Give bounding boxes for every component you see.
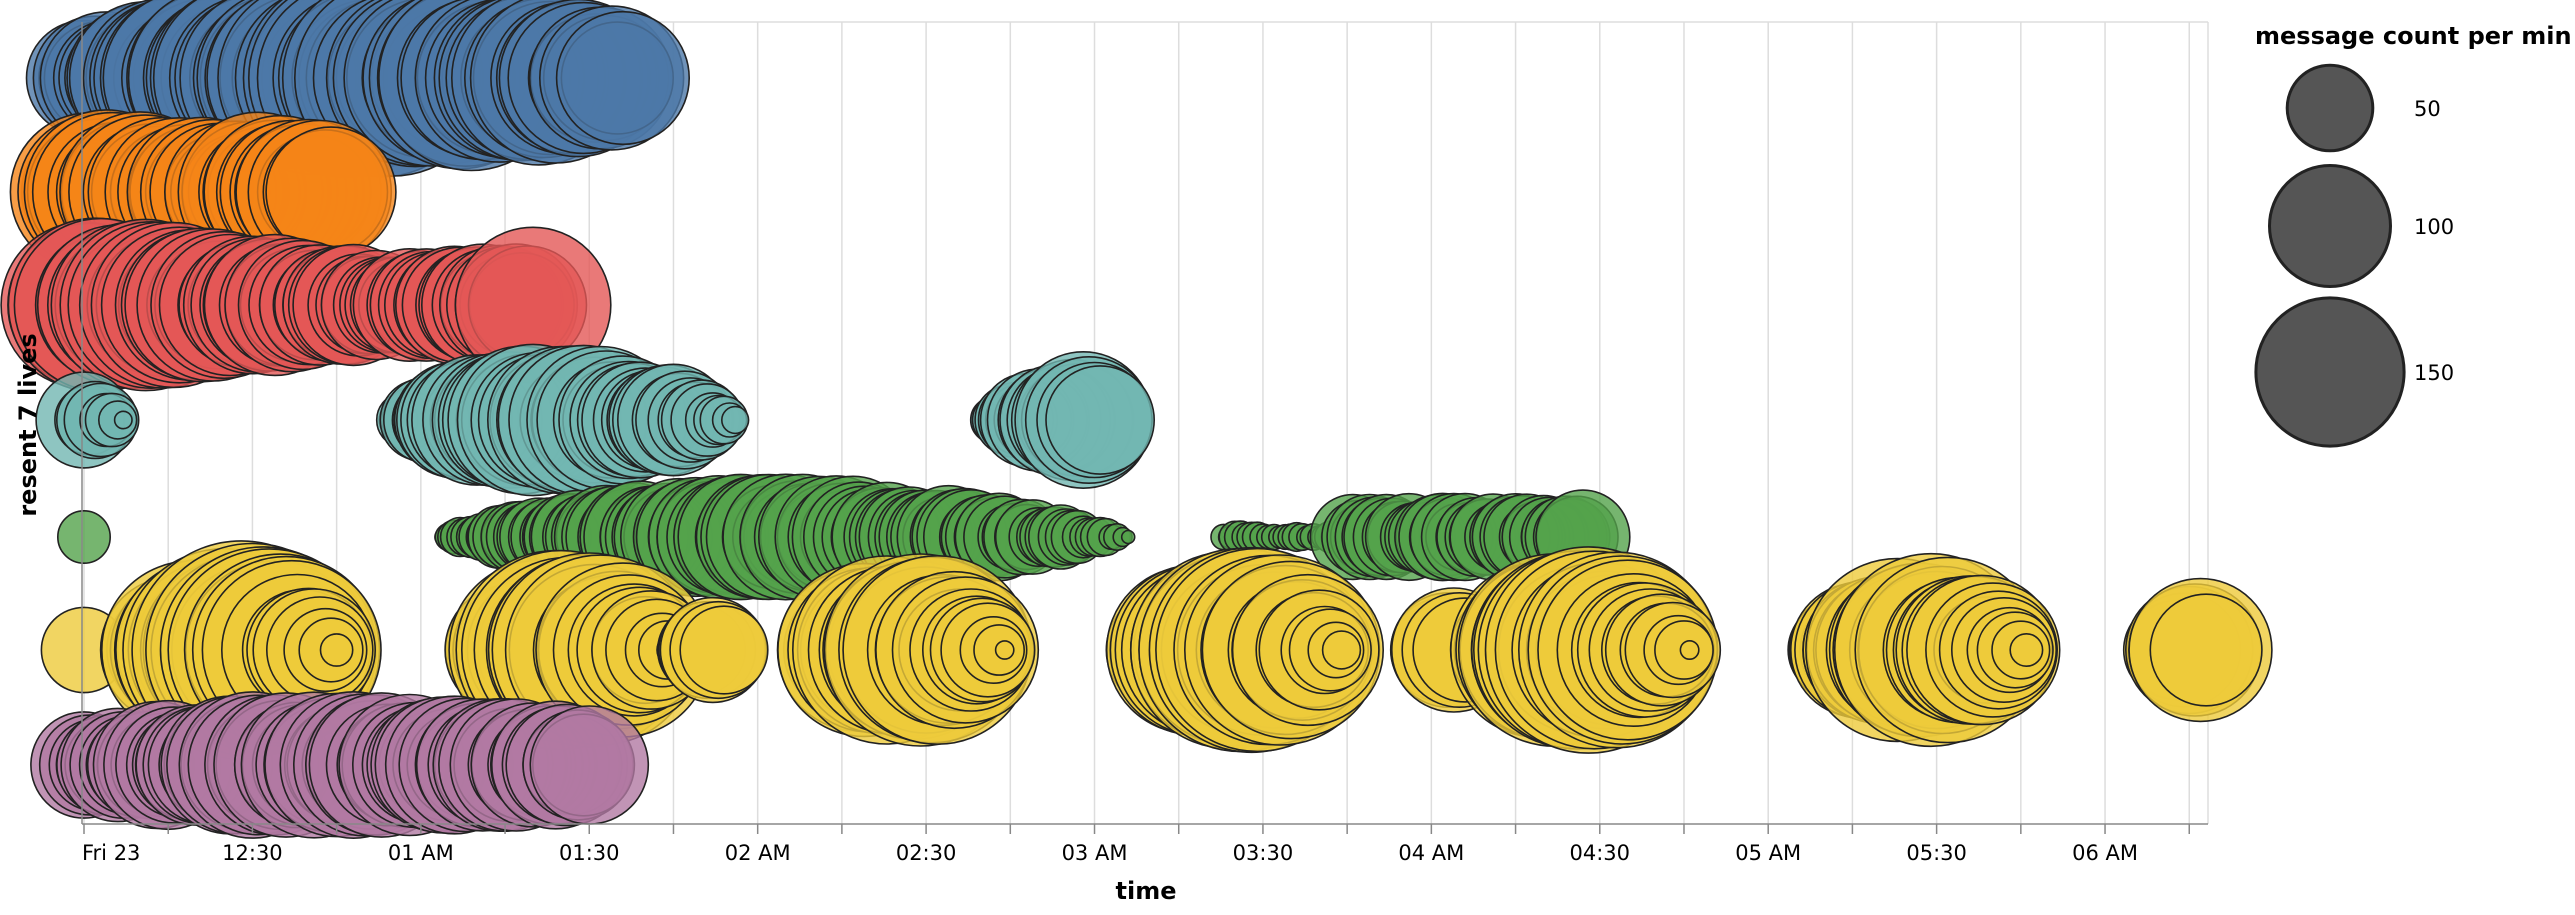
series-row	[0, 217, 612, 393]
legend-bubble	[2268, 164, 2392, 288]
y-axis-title: resent 7 lives	[14, 333, 42, 516]
bubble	[56, 509, 112, 564]
x-tick-label: 03 AM	[1062, 841, 1128, 865]
legend-bubble	[2254, 296, 2406, 448]
bubble	[319, 633, 354, 667]
x-tick-label: 01 AM	[388, 841, 454, 865]
x-axis: Fri 23 12:30 01 AM 01:30 02 AM 02:30 03 AM 03:3…	[81, 22, 2208, 865]
x-tick-label: 05 AM	[1735, 841, 1801, 865]
bubble	[529, 705, 650, 825]
x-tick-label: 04:30	[1570, 841, 1631, 865]
legend-label: 100	[2414, 215, 2454, 239]
x-tick-label: 05:30	[1906, 841, 1967, 865]
x-tick-label: 04 AM	[1398, 841, 1464, 865]
x-tick-label: 03:30	[1233, 841, 1294, 865]
x-tick-label: 01:30	[559, 841, 620, 865]
bubble	[113, 410, 133, 430]
size-legend: message count per min 50 100 150	[2254, 22, 2572, 448]
x-tick-label: Fri 23	[82, 841, 140, 865]
x-tick-label: 02 AM	[725, 841, 791, 865]
bubble	[1321, 630, 1362, 670]
bubble	[720, 405, 750, 435]
x-tick-label: 06 AM	[2072, 841, 2138, 865]
bubble	[1679, 639, 1700, 660]
bubble	[2009, 632, 2044, 667]
x-axis-title: time	[1116, 877, 1177, 905]
bubble	[555, 10, 691, 146]
legend-label: 150	[2414, 361, 2454, 385]
legend-bubble	[2285, 63, 2375, 153]
bubble	[994, 640, 1015, 660]
legend-title: message count per min	[2255, 22, 2572, 50]
x-tick-label: 12:30	[222, 841, 283, 865]
bubble	[679, 605, 769, 695]
bubble	[2149, 593, 2263, 707]
series-row	[25, 0, 691, 178]
series-row	[35, 343, 1155, 497]
bubble	[1045, 365, 1155, 475]
bubble	[1120, 529, 1136, 545]
x-tick-label: 02:30	[896, 841, 957, 865]
bubble-series	[0, 0, 2273, 839]
series-row	[30, 690, 650, 839]
legend-label: 50	[2414, 97, 2441, 121]
